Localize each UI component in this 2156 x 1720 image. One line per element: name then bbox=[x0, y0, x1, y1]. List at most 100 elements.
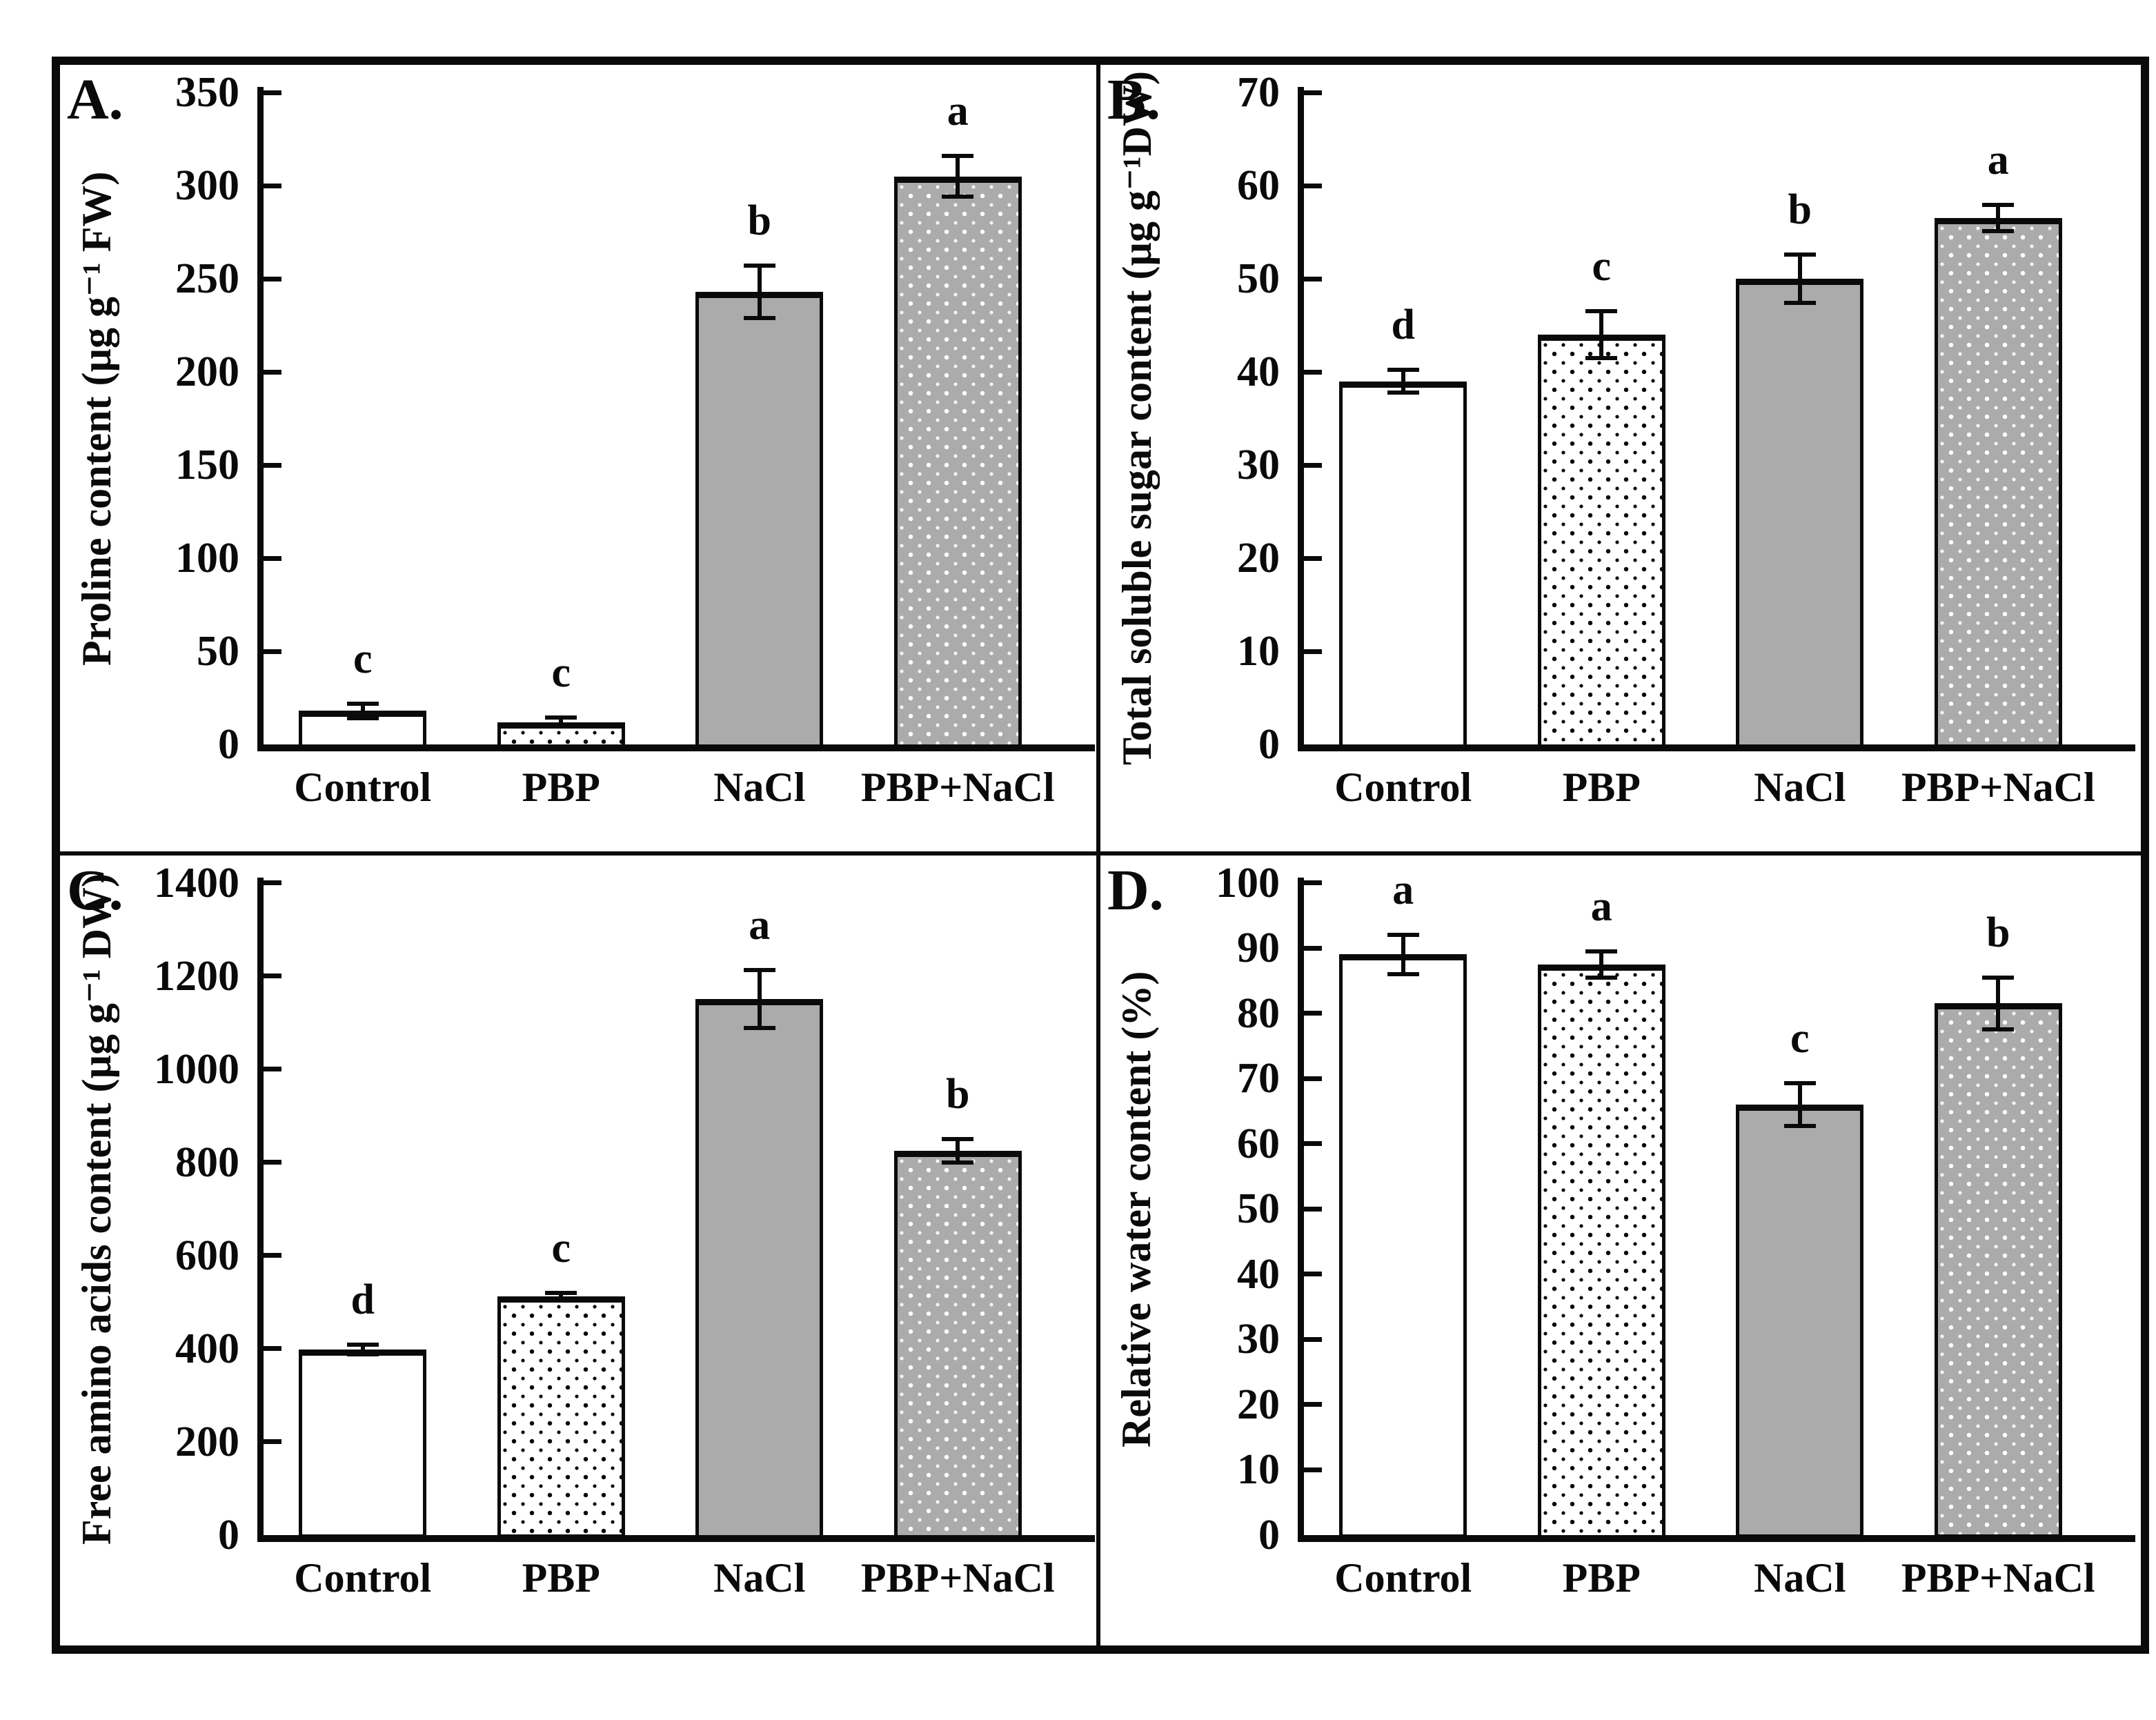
y-tick-label: 600 bbox=[175, 1232, 239, 1279]
significance-letter: c bbox=[551, 649, 571, 696]
y-tick-mark bbox=[1304, 649, 1322, 654]
y-tick-mark bbox=[1304, 1141, 1322, 1146]
error-bar-cap-top bbox=[545, 715, 577, 720]
y-tick-label: 40 bbox=[1237, 348, 1280, 395]
y-tick-mark bbox=[1304, 1206, 1322, 1212]
y-axis-line bbox=[1298, 87, 1304, 751]
significance-letter: c bbox=[1790, 1014, 1810, 1062]
error-bar-cap-top bbox=[942, 1136, 974, 1141]
y-tick-label: 40 bbox=[1237, 1250, 1280, 1298]
x-category-label: Control bbox=[294, 764, 432, 810]
bar bbox=[1339, 381, 1467, 748]
y-tick-mark bbox=[1304, 1402, 1322, 1407]
significance-letter: d bbox=[1391, 302, 1415, 349]
y-tick-label: 80 bbox=[1237, 989, 1280, 1037]
significance-letter: b bbox=[747, 197, 771, 245]
y-tick-label: 20 bbox=[1237, 1381, 1280, 1428]
error-bar bbox=[559, 717, 564, 727]
significance-letter: b bbox=[946, 1070, 970, 1118]
error-bar-cap-top bbox=[743, 264, 775, 268]
y-tick-mark bbox=[264, 880, 281, 885]
y-axis-line bbox=[1298, 877, 1304, 1542]
y-tick-label: 0 bbox=[1258, 1511, 1280, 1559]
panel-label-a: A. bbox=[67, 68, 123, 132]
x-axis-line bbox=[257, 744, 1095, 751]
x-category-label: PBP+NaCl bbox=[1901, 1554, 2095, 1601]
significance-letter: c bbox=[353, 635, 373, 682]
significance-letter: b bbox=[1788, 186, 1812, 233]
error-bar-cap-bottom bbox=[545, 724, 577, 729]
x-category-label: PBP bbox=[1562, 1554, 1641, 1601]
error-bar bbox=[1599, 311, 1604, 358]
y-tick-mark bbox=[264, 462, 281, 468]
error-bar-cap-top bbox=[1982, 975, 2015, 980]
y-tick-label: 50 bbox=[1237, 255, 1280, 302]
error-bar bbox=[1599, 951, 1604, 978]
y-tick-mark bbox=[1304, 1011, 1322, 1016]
y-tick-mark bbox=[1304, 555, 1322, 561]
error-bar-cap-bottom bbox=[1982, 229, 2015, 234]
bar bbox=[1736, 279, 1864, 748]
bar bbox=[1736, 1104, 1864, 1539]
y-tick-mark bbox=[264, 649, 281, 654]
bar bbox=[1339, 954, 1467, 1539]
error-bar bbox=[1401, 935, 1405, 974]
y-tick-label: 30 bbox=[1237, 442, 1280, 488]
y-tick-label: 0 bbox=[218, 721, 239, 768]
error-bar-cap-bottom bbox=[346, 1352, 379, 1356]
error-bar-cap-top bbox=[545, 1290, 577, 1295]
y-tick-label: 0 bbox=[218, 1511, 239, 1559]
error-bar-cap-bottom bbox=[1585, 355, 1618, 360]
y-tick-mark bbox=[264, 90, 281, 95]
error-bar-cap-bottom bbox=[942, 195, 974, 199]
significance-letter: c bbox=[551, 1224, 571, 1272]
x-category-label: PBP+NaCl bbox=[860, 764, 1055, 810]
error-bar-cap-top bbox=[346, 701, 379, 706]
error-bar-cap-top bbox=[1387, 368, 1419, 373]
x-category-label: Control bbox=[1334, 764, 1472, 810]
y-tick-mark bbox=[264, 1439, 281, 1444]
error-bar-cap-bottom bbox=[1585, 975, 1618, 980]
panel-label-d: D. bbox=[1107, 858, 1164, 922]
y-tick-mark bbox=[264, 1253, 281, 1258]
panel-label-b: B. bbox=[1107, 68, 1161, 132]
y-tick-mark bbox=[1304, 462, 1322, 468]
error-bar-cap-top bbox=[1387, 933, 1419, 938]
y-tick-label: 100 bbox=[1216, 859, 1280, 907]
panel-B: B. Total soluble sugar content (µg g⁻¹DW… bbox=[1100, 65, 2141, 856]
y-tick-label: 20 bbox=[1237, 535, 1280, 582]
bar bbox=[1934, 1003, 2062, 1539]
error-bar-cap-bottom bbox=[743, 1026, 775, 1031]
y-tick-label: 70 bbox=[1237, 1055, 1280, 1102]
error-bar-cap-top bbox=[1783, 252, 1816, 257]
y-tick-mark bbox=[1304, 276, 1322, 281]
y-tick-label: 1400 bbox=[154, 859, 239, 907]
y-tick-label: 60 bbox=[1237, 1120, 1280, 1167]
y-tick-label: 60 bbox=[1237, 162, 1280, 209]
y-tick-label: 800 bbox=[175, 1138, 239, 1186]
y-tick-mark bbox=[264, 1067, 281, 1071]
x-category-label: PBP bbox=[522, 764, 600, 810]
significance-letter: b bbox=[1986, 909, 2010, 956]
x-category-label: NaCl bbox=[1754, 1554, 1846, 1601]
error-bar-cap-bottom bbox=[743, 315, 775, 320]
y-tick-label: 50 bbox=[1237, 1185, 1280, 1232]
x-axis-line bbox=[1298, 1534, 2135, 1542]
y-tick-mark bbox=[1304, 369, 1322, 375]
bar bbox=[1537, 964, 1665, 1539]
y-axis-line bbox=[257, 87, 264, 751]
panel-D: D. Relative water content (%) 0 10 20 30 40 5… bbox=[1100, 855, 2141, 1645]
bar bbox=[1934, 218, 2062, 748]
bar bbox=[299, 1349, 427, 1539]
significance-letter: a bbox=[1987, 137, 2009, 184]
error-bar bbox=[1996, 205, 2001, 232]
x-category-label: PBP bbox=[522, 1554, 600, 1601]
four-panel-figure: A. Proline content (µg g⁻¹ FW) 0 50 100 150… bbox=[52, 57, 2149, 1654]
y-tick-label: 10 bbox=[1237, 1446, 1280, 1493]
error-bar-cap-top bbox=[1585, 949, 1618, 953]
error-bar bbox=[757, 266, 762, 318]
y-tick-mark bbox=[1304, 90, 1322, 95]
bar bbox=[893, 176, 1022, 748]
y-tick-label: 100 bbox=[175, 535, 239, 582]
